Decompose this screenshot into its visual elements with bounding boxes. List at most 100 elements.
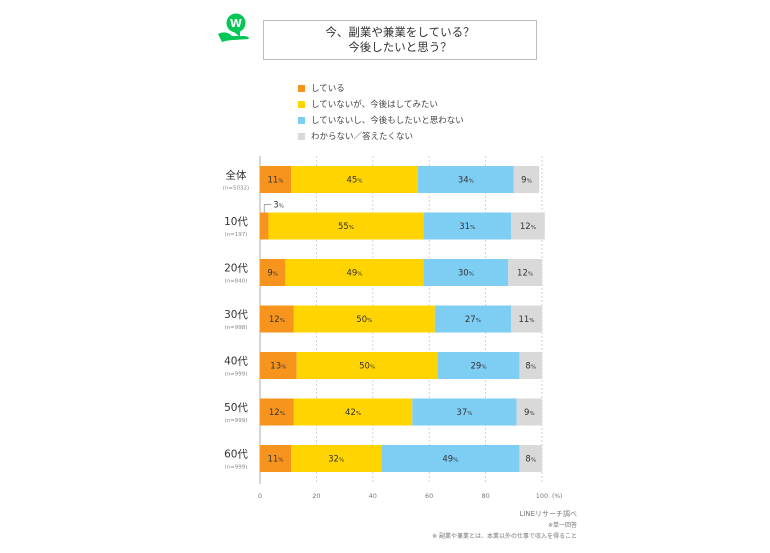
- data-label: 12%: [269, 408, 285, 418]
- legend-label: している: [311, 84, 345, 94]
- bar-segment: [508, 259, 542, 286]
- chart-title: 今、副業や兼業をしている？ 今後したいと思う？: [263, 20, 537, 60]
- logo-letter: W: [230, 17, 242, 30]
- legend-swatch: [298, 116, 305, 124]
- data-label: 12%: [520, 222, 536, 232]
- bar-segment: [260, 166, 292, 193]
- x-tick-label: 80: [481, 492, 489, 500]
- data-label-suffix: %: [529, 411, 534, 417]
- bar-segment: [510, 305, 542, 333]
- x-tick-label: 40: [369, 492, 377, 500]
- category-label: 20代: [224, 263, 248, 275]
- bar-segment: [296, 352, 438, 379]
- data-label: 37%: [456, 408, 472, 418]
- bar-segment: [510, 212, 545, 240]
- definition-note: ※ 副業や兼業とは、本業以外の仕事で収入を得ること: [432, 533, 577, 540]
- data-label-suffix: %: [528, 272, 533, 278]
- title-line-2: 今後したいと思う？: [348, 40, 452, 54]
- line-research-logo-icon: W: [218, 13, 249, 42]
- legend-item: していないが、今後はしてみたい: [298, 96, 464, 112]
- data-label: 12%: [269, 315, 285, 325]
- data-label: 34%: [458, 176, 474, 186]
- line-research-logo: W: [216, 12, 256, 46]
- data-label-suffix: %: [529, 318, 534, 324]
- data-label-suffix: %: [339, 458, 344, 464]
- data-label-suffix: %: [278, 458, 283, 464]
- data-label: 9%: [524, 408, 535, 418]
- bar-segment: [519, 445, 542, 472]
- data-label: 49%: [346, 269, 362, 279]
- sample-size-label: (n=197): [225, 232, 248, 238]
- legend-item: わからない／答えたくない: [298, 128, 464, 144]
- bar-segment: [381, 445, 520, 472]
- data-label-suffix: %: [280, 318, 285, 324]
- data-label: 9%: [267, 269, 278, 279]
- legend-swatch: [298, 84, 305, 92]
- x-tick-label: 20: [312, 492, 320, 500]
- data-label-suffix: %: [281, 365, 286, 371]
- data-label-suffix: %: [469, 272, 474, 278]
- data-label: 12%: [517, 269, 533, 279]
- bar-segment: [260, 352, 297, 379]
- source-note: LINEリサーチ調べ: [519, 510, 577, 518]
- x-tick-label: 60: [425, 492, 433, 500]
- sample-size-label: (n=999): [225, 418, 248, 424]
- bar-segment: [293, 398, 413, 426]
- data-label-suffix: %: [280, 411, 285, 417]
- bar-segment: [268, 212, 424, 240]
- data-label-suffix: %: [349, 225, 354, 231]
- notes: LINEリサーチ調べ ※単一回答 ※ 副業や兼業とは、本業以外の仕事で収入を得る…: [432, 509, 577, 542]
- data-label-suffix: %: [476, 318, 481, 324]
- bar-segment: [516, 398, 542, 426]
- data-label: 31%: [459, 222, 475, 232]
- bar-segment: [291, 166, 418, 193]
- legend-item: している: [298, 80, 464, 96]
- x-unit-label: (%): [552, 493, 562, 500]
- data-label: 8%: [525, 455, 536, 465]
- data-label: 8%: [525, 362, 536, 372]
- data-label: 27%: [465, 315, 481, 325]
- bar-segment: [519, 352, 542, 379]
- category-label: 60代: [224, 449, 248, 461]
- data-label-suffix: %: [357, 272, 362, 278]
- data-label: 42%: [345, 408, 361, 418]
- data-label: 49%: [442, 455, 458, 465]
- data-label-suffix: %: [531, 365, 536, 371]
- bar-segment: [260, 398, 294, 426]
- x-tick-label: 0: [258, 492, 262, 500]
- data-label-suffix: %: [467, 411, 472, 417]
- legend-swatch: [298, 100, 305, 108]
- bar-segment: [260, 212, 269, 240]
- data-label: 55%: [338, 222, 354, 232]
- data-label: 50%: [359, 362, 375, 372]
- legend-label: していないし、今後もしたいと思わない: [311, 116, 464, 126]
- data-label-suffix: %: [357, 179, 362, 185]
- bar-segment: [285, 259, 424, 286]
- legend-label: していないが、今後はしてみたい: [311, 100, 438, 110]
- bar-segment: [260, 445, 292, 472]
- data-label-suffix: %: [470, 225, 475, 231]
- bar-segment: [260, 259, 286, 286]
- callout-line: [263, 204, 272, 213]
- data-label-suffix: %: [481, 365, 486, 371]
- legend: しているしていないが、今後はしてみたいしていないし、今後もしたいと思わない わから…: [298, 80, 464, 144]
- bar-segment: [423, 212, 511, 240]
- data-label-suffix: %: [469, 179, 474, 185]
- sample-size-label: (n=840): [225, 279, 248, 285]
- bar-segment: [417, 166, 514, 193]
- sample-size-label: (n=999): [225, 465, 248, 471]
- legend-label: わからない／答えたくない: [311, 132, 414, 142]
- data-label-suffix: %: [453, 458, 458, 464]
- data-label: 50%: [356, 315, 372, 325]
- category-label: 全体: [226, 169, 247, 182]
- legend-item: していないし、今後もしたいと思わない: [298, 112, 464, 128]
- legend-swatch: [298, 132, 305, 140]
- data-label-suffix: %: [370, 365, 375, 371]
- bar-segment: [260, 305, 294, 333]
- data-label-suffix: %: [367, 318, 372, 324]
- callout-suffix: %: [279, 204, 284, 210]
- bar-segment: [423, 259, 509, 286]
- data-label-suffix: %: [356, 411, 361, 417]
- data-label: 9%: [521, 176, 532, 186]
